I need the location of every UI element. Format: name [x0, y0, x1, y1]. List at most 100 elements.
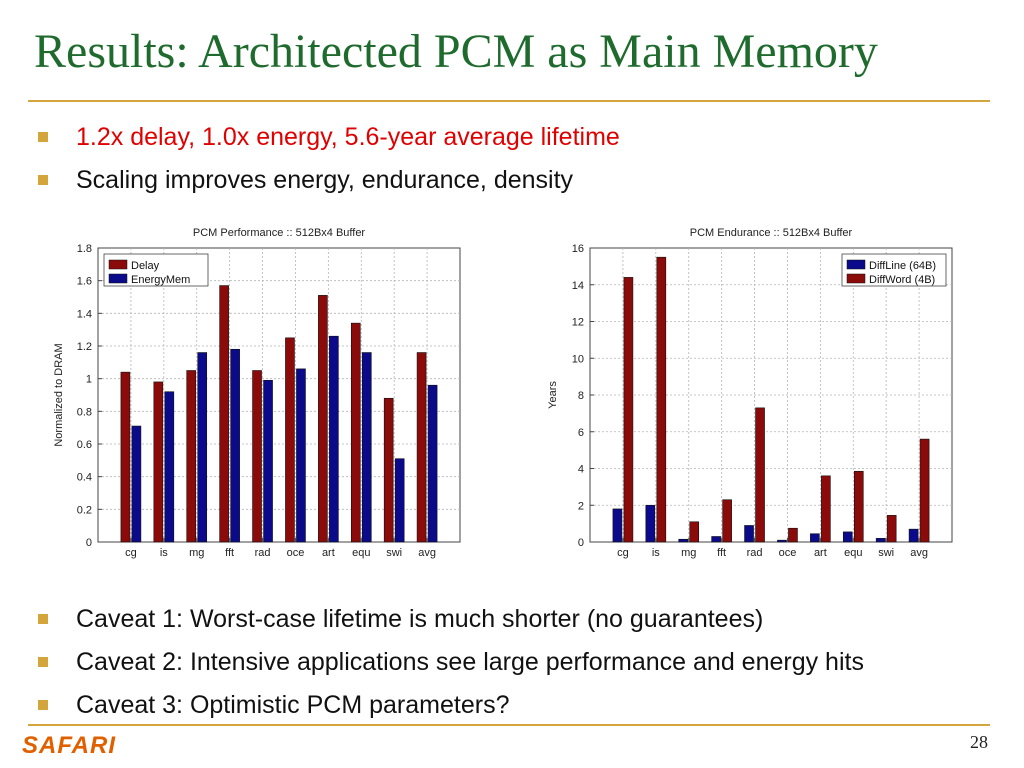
bar-diffline-64b — [777, 539, 787, 543]
bullet-square-icon — [38, 614, 48, 624]
bar-delay — [252, 370, 262, 543]
x-tick-label: avg — [910, 547, 928, 559]
y-tick-label: 0.8 — [77, 406, 92, 418]
bar-diffword-4b — [821, 475, 831, 543]
bullet-item: Caveat 2: Intensive applications see lar… — [38, 641, 864, 684]
y-tick-label: 1.2 — [77, 341, 92, 353]
y-tick-label: 1.8 — [77, 243, 92, 255]
x-tick-label: art — [322, 547, 335, 559]
x-tick-label: avg — [418, 547, 436, 559]
bar-diffword-4b — [722, 499, 732, 543]
title-divider — [28, 100, 990, 102]
x-tick-label: oce — [779, 547, 797, 559]
plot-area — [97, 247, 461, 543]
bar-energymem — [427, 384, 438, 543]
y-axis-label: Normalized to DRAM — [53, 343, 65, 446]
bar-diffline-64b — [645, 504, 656, 543]
x-tick-label: cg — [617, 547, 629, 559]
y-tick-label: 2 — [578, 500, 584, 512]
bar-diffword-4b — [689, 521, 700, 543]
legend-label: DiffLine (64B) — [869, 260, 936, 272]
bar-energymem — [164, 391, 175, 543]
y-tick-label: 1.4 — [77, 308, 92, 320]
legend-swatch — [846, 259, 866, 270]
x-tick-label: is — [160, 547, 168, 559]
x-tick-label: swi — [878, 547, 894, 559]
bottom-bullet-list: Caveat 1: Worst-case lifetime is much sh… — [38, 598, 864, 727]
bullet-item: Caveat 3: Optimistic PCM parameters? — [38, 684, 864, 727]
safari-logo: SAFARI — [22, 732, 117, 759]
y-tick-label: 10 — [572, 353, 584, 365]
y-axis-label: Years — [547, 381, 559, 409]
x-tick-label: oce — [287, 547, 305, 559]
bullet-text: Caveat 1: Worst-case lifetime is much sh… — [76, 605, 764, 633]
bar-delay — [383, 397, 394, 543]
top-bullet-list: 1.2x delay, 1.0x energy, 5.6-year averag… — [38, 116, 620, 202]
bullet-text: Caveat 3: Optimistic PCM parameters? — [76, 691, 510, 719]
bar-diffword-4b — [853, 470, 864, 543]
page-number: 28 — [970, 732, 988, 752]
y-tick-label: 6 — [578, 427, 584, 439]
bar-delay — [186, 370, 197, 543]
y-tick-label: 0.2 — [77, 504, 92, 516]
bullet-text: Caveat 2: Intensive applications see lar… — [76, 648, 864, 676]
bar-diffword-4b — [886, 515, 897, 543]
bullet-item: Scaling improves energy, endurance, dens… — [38, 159, 620, 202]
bar-diffword-4b — [919, 438, 930, 543]
bar-delay — [416, 352, 427, 543]
chart-title: PCM Performance :: 512Bx4 Buffer — [193, 227, 366, 239]
bullet-square-icon — [38, 175, 48, 185]
legend-label: DiffWord (4B) — [869, 274, 935, 286]
slide-title: Results: Architected PCM as Main Memory — [34, 25, 878, 78]
bar-diffword-4b — [623, 277, 634, 543]
x-tick-label: rad — [255, 547, 271, 559]
x-tick-label: mg — [189, 547, 204, 559]
bar-delay — [153, 381, 164, 543]
y-tick-label: 8 — [578, 390, 584, 402]
bar-diffline-64b — [908, 528, 919, 543]
bar-energymem — [197, 352, 208, 543]
bar-delay — [120, 371, 131, 543]
x-tick-label: fft — [717, 547, 726, 559]
bar-energymem — [329, 335, 339, 543]
bullet-square-icon — [38, 657, 48, 667]
bar-diffline-64b — [678, 538, 689, 543]
x-tick-label: equ — [844, 547, 862, 559]
y-tick-label: 4 — [578, 464, 584, 476]
bullet-square-icon — [38, 132, 48, 142]
bar-energymem — [263, 380, 273, 543]
bar-delay — [318, 295, 328, 543]
bar-diffline-64b — [810, 533, 820, 543]
legend-label: Delay — [131, 260, 160, 272]
legend-label: EnergyMem — [131, 274, 190, 286]
bar-energymem — [296, 368, 306, 543]
bar-diffword-4b — [656, 256, 667, 543]
x-tick-label: is — [652, 547, 660, 559]
bar-energymem — [361, 352, 372, 543]
bar-diffline-64b — [711, 536, 721, 543]
x-tick-label: cg — [125, 547, 137, 559]
x-tick-label: equ — [352, 547, 370, 559]
legend-swatch — [108, 273, 128, 284]
bar-diffword-4b — [755, 407, 765, 543]
bar-diffline-64b — [842, 531, 853, 543]
bullet-item: Caveat 1: Worst-case lifetime is much sh… — [38, 598, 864, 641]
bar-diffword-4b — [788, 527, 798, 543]
y-tick-label: 1 — [86, 374, 92, 386]
bar-delay — [219, 285, 229, 543]
bar-delay — [350, 322, 361, 543]
bar-diffline-64b — [875, 538, 886, 543]
bar-energymem — [131, 425, 142, 543]
y-tick-label: 0.6 — [77, 439, 92, 451]
y-tick-label: 0 — [578, 537, 584, 549]
x-tick-label: rad — [747, 547, 763, 559]
y-tick-label: 12 — [572, 317, 584, 329]
footer-divider — [28, 724, 990, 726]
bullet-square-icon — [38, 700, 48, 710]
x-tick-label: swi — [386, 547, 402, 559]
chart-title: PCM Endurance :: 512Bx4 Buffer — [690, 227, 853, 239]
bar-delay — [285, 337, 295, 543]
y-tick-label: 0 — [86, 537, 92, 549]
